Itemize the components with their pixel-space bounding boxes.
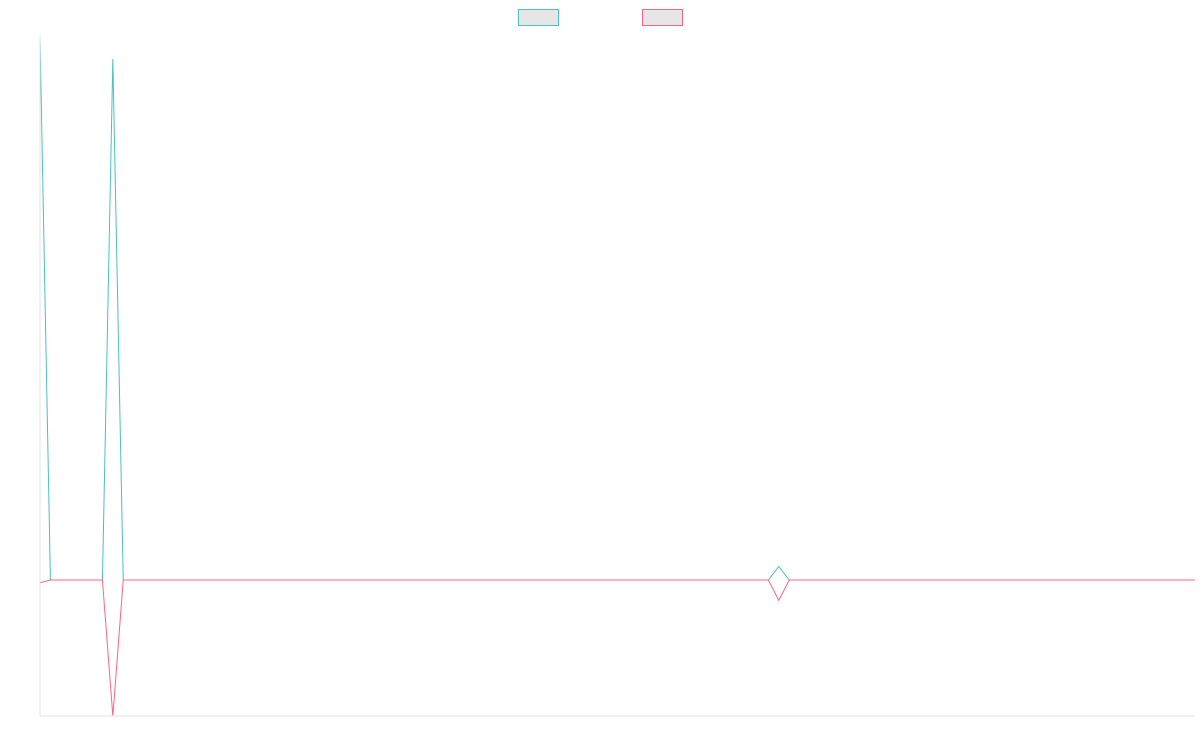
series-line-2 [39,579,1195,717]
legend [518,9,683,26]
legend-swatch-series-2[interactable] [642,9,683,26]
axes [39,36,1195,717]
legend-swatch-series-1[interactable] [518,9,559,26]
series-line-1 [39,35,1195,581]
plot-area [39,35,1195,717]
